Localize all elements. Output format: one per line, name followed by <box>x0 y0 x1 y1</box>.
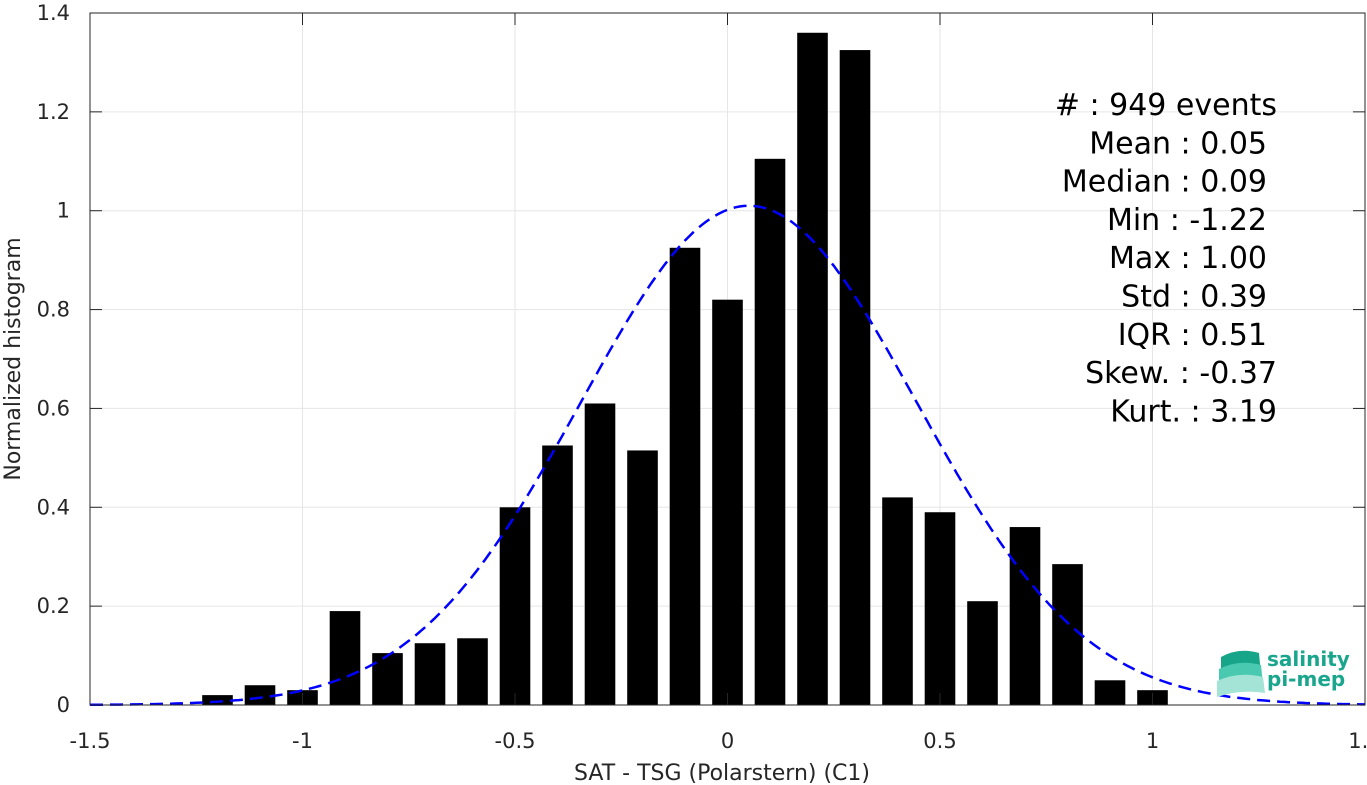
y-tick-label: 1.4 <box>37 1 70 25</box>
histogram-bar <box>202 695 233 705</box>
histogram-bar <box>882 497 913 705</box>
stats-line: # : 949 events <box>1055 88 1277 123</box>
y-axis-label: Normalized histogram <box>1 237 26 480</box>
salinity-pimep-logo: salinity pi-mep <box>1217 647 1350 697</box>
histogram-bar <box>627 450 658 705</box>
y-tick-label: 0.8 <box>37 298 70 322</box>
normal-fit-curve <box>90 204 1365 707</box>
x-tick-label: -1 <box>292 729 313 753</box>
histogram-bar <box>924 512 956 705</box>
stats-line: Kurt. : 3.19 <box>1110 394 1277 429</box>
histogram-bar <box>712 299 743 705</box>
x-tick-labels: -1.5 -1 -0.5 0 0.5 1 1.5 <box>70 729 1367 753</box>
stats-line: Min : -1.22 <box>1107 203 1267 238</box>
stats-line: IQR : 0.51 <box>1118 318 1267 353</box>
histogram-bars <box>202 32 1168 706</box>
stats-line: Mean : 0.05 <box>1089 126 1267 161</box>
x-tick-label: 0 <box>721 729 734 753</box>
x-tick-label: -0.5 <box>495 729 536 753</box>
x-tick-label: 0.5 <box>923 729 956 753</box>
x-tick-label: 1.5 <box>1348 729 1367 753</box>
stats-line: Skew. : -0.37 <box>1085 356 1277 391</box>
histogram-bar <box>669 247 701 706</box>
logo-text-salinity: salinity <box>1267 647 1350 671</box>
stats-line: Median : 0.09 <box>1062 165 1267 200</box>
stats-line: Max : 1.00 <box>1109 241 1267 276</box>
y-tick-label: 1 <box>57 199 70 223</box>
histogram-bar <box>414 643 446 705</box>
y-tick-label: 0 <box>57 693 70 717</box>
x-tick-label: 1 <box>1146 729 1159 753</box>
y-tick-label: 1.2 <box>37 100 70 124</box>
histogram-bar <box>1094 680 1126 705</box>
histogram-bar <box>1052 564 1083 705</box>
histogram-bar <box>584 403 616 705</box>
y-tick-label: 0.4 <box>37 495 70 519</box>
histogram-bar <box>372 653 403 705</box>
histogram-bar <box>754 158 786 706</box>
y-tick-label: 0.2 <box>37 594 70 618</box>
y-tick-labels: 0 0.2 0.4 0.6 0.8 1 1.2 1.4 <box>37 1 70 717</box>
y-tick-label: 0.6 <box>37 396 70 420</box>
stats-line: Std : 0.39 <box>1121 280 1267 315</box>
histogram-bar <box>499 507 531 705</box>
histogram-bar <box>967 601 998 705</box>
x-tick-label: -1.5 <box>70 729 111 753</box>
logo-text-pimep: pi-mep <box>1267 667 1345 691</box>
histogram-bar <box>797 32 828 706</box>
histogram-bar <box>542 445 573 705</box>
x-axis-label: SAT - TSG (Polarstern) (C1) <box>574 761 870 785</box>
histogram-bar <box>329 611 361 705</box>
histogram-bar <box>457 638 488 705</box>
axis-ticks <box>89 12 1366 706</box>
histogram-bar <box>1009 527 1041 705</box>
histogram-bar <box>839 50 871 706</box>
histogram-bar <box>244 685 276 705</box>
